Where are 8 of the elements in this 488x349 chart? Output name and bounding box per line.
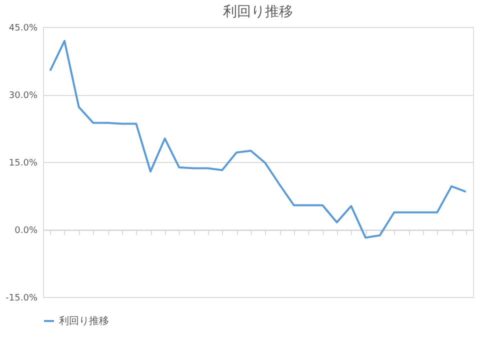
- y-tick-label: 15.0%: [8, 158, 38, 168]
- y-tick-label: 30.0%: [8, 91, 38, 101]
- chart-title: 利回り推移: [223, 4, 293, 20]
- line-series: [49, 40, 467, 239]
- y-tick-label: -15.0%: [6, 294, 38, 304]
- y-tick-label: 0.0%: [14, 226, 38, 236]
- y-tick-label: 45.0%: [8, 24, 38, 34]
- legend-label: 利回り推移: [59, 315, 109, 327]
